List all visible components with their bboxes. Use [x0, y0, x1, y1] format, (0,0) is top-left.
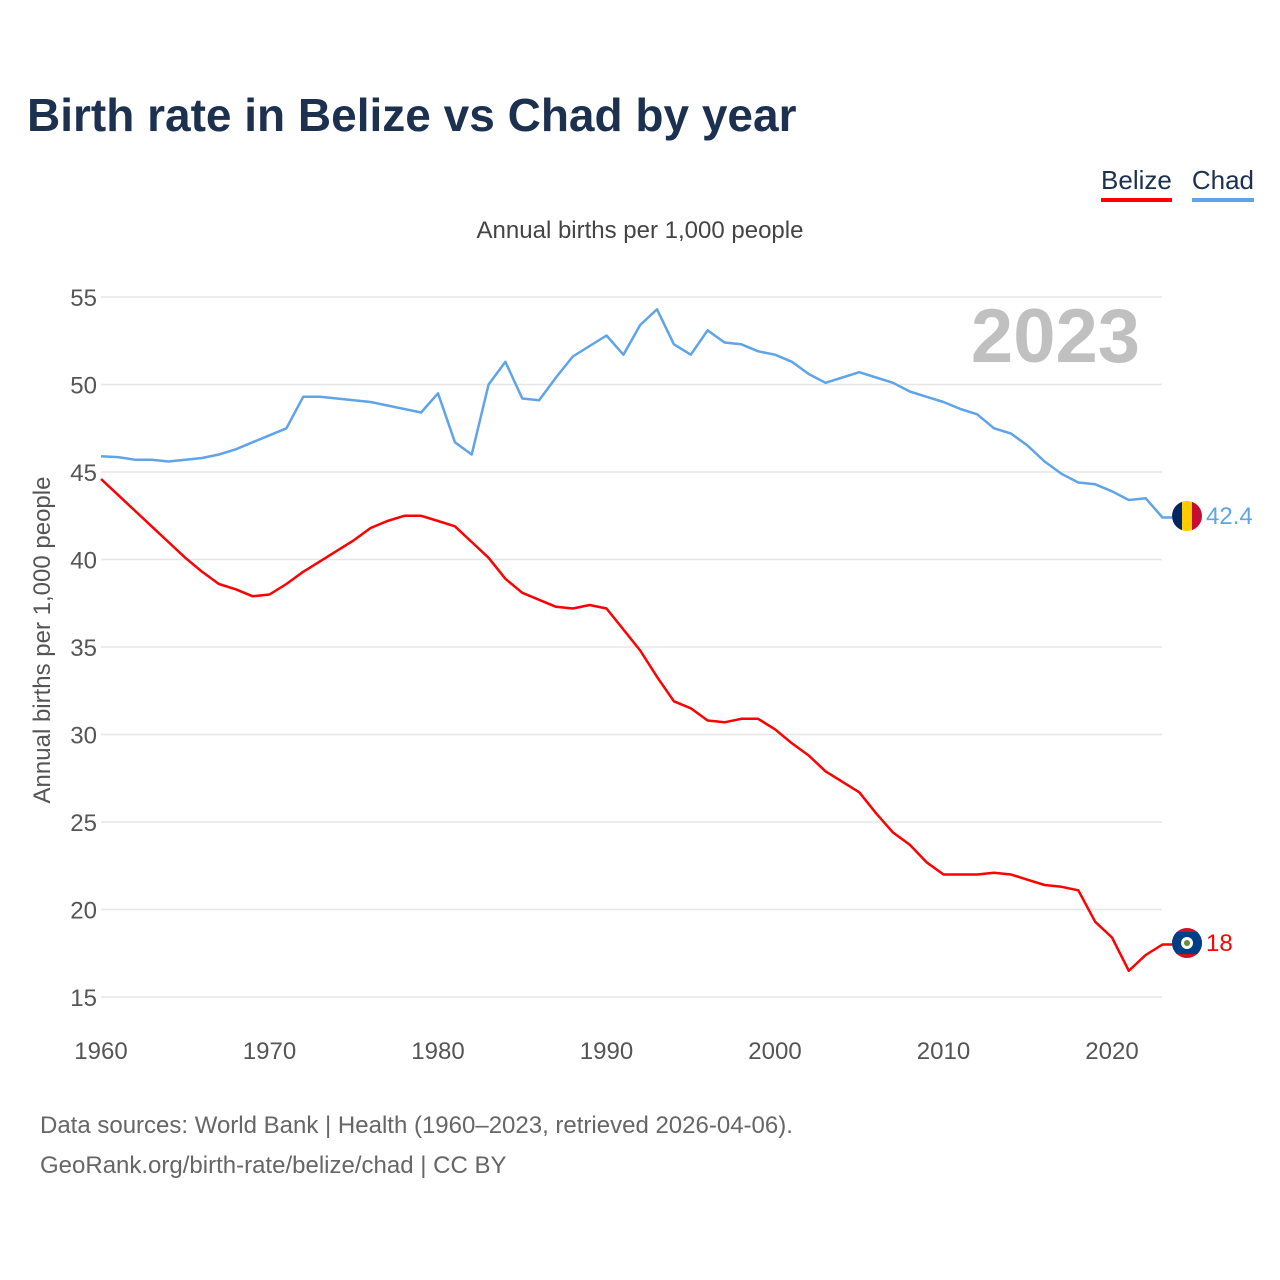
x-tick-label: 2000 [748, 1038, 801, 1065]
year-watermark: 2023 [971, 294, 1140, 379]
y-tick-label: 25 [70, 810, 97, 837]
y-tick-label: 45 [70, 460, 97, 487]
source-link[interactable]: GeoRank.org/birth-rate/belize/chad | CC … [40, 1152, 507, 1179]
y-tick-label: 40 [70, 548, 97, 575]
y-tick-label: 50 [70, 373, 97, 400]
series-line-belize [100, 478, 1172, 973]
y-tick-label: 35 [70, 635, 97, 662]
x-tick-label: 1990 [580, 1038, 633, 1065]
legend: Belize Chad [1101, 165, 1254, 202]
y-tick-label: 15 [70, 985, 97, 1012]
chart-title: Birth rate in Belize vs Chad by year [27, 89, 797, 141]
x-tick-label: 2010 [917, 1038, 970, 1065]
belize-flag-icon [1172, 928, 1202, 958]
legend-item-belize[interactable]: Belize [1101, 165, 1172, 202]
chart-subtitle: Annual births per 1,000 people [476, 217, 804, 244]
source-line: Data sources: World Bank | Health (1960–… [40, 1112, 793, 1139]
source-note: Data sources: World Bank | Health (1960–… [40, 1106, 793, 1186]
belize-end-label: 18 [1206, 930, 1233, 957]
series-line-chad [100, 308, 1172, 519]
x-tick-label: 1980 [411, 1038, 464, 1065]
y-tick-label: 30 [70, 723, 97, 750]
x-tick-label: 1970 [243, 1038, 296, 1065]
legend-item-chad[interactable]: Chad [1191, 165, 1254, 202]
x-tick-label: 1960 [74, 1038, 127, 1065]
chad-end-label: 42.4 [1206, 503, 1253, 530]
y-tick-label: 55 [70, 285, 97, 312]
chad-flag-icon [1172, 501, 1202, 531]
y-tick-label: 20 [70, 898, 97, 925]
x-tick-label: 2020 [1085, 1038, 1138, 1065]
